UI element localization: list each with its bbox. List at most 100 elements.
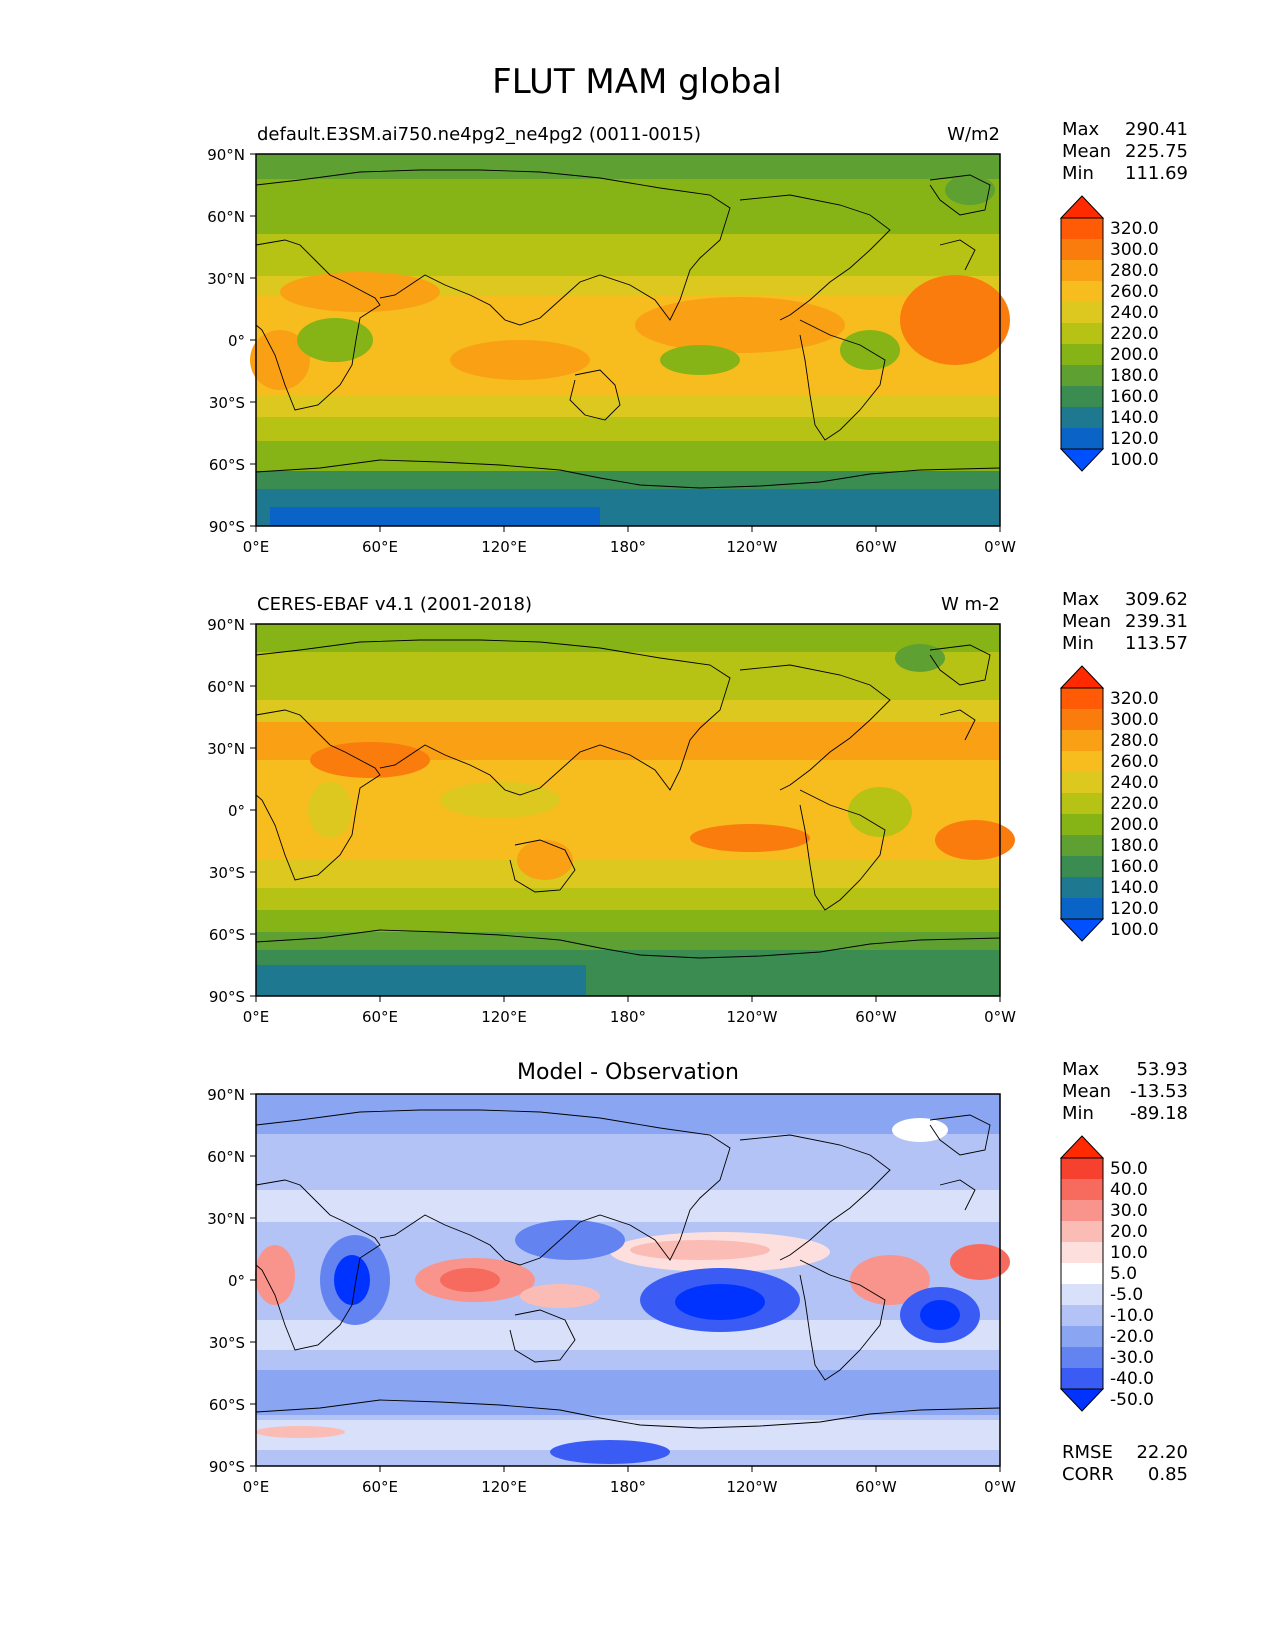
band-arctic [256,624,1000,652]
colorbar-tick-label: -20.0 [1110,1327,1154,1347]
x-tick-label: 60°E [362,538,398,556]
colorbar-bin [1061,709,1103,730]
y-tick-label: 90°S [209,988,245,1006]
map-area [255,1094,1010,1466]
colorbar: 320.0 300.0 280.0 260.0 240.0 220.0 200.… [1059,195,1159,472]
stat-label: Max [1062,119,1100,140]
colorbar-bin [1061,793,1103,814]
x-tick-label: 60°W [855,538,897,556]
y-tick-label: 90°N [207,616,245,634]
rmse-value: 22.20 [1136,1442,1188,1463]
y-tick-label: 60°S [209,456,245,474]
colorbar-tick-label: 40.0 [1110,1180,1148,1200]
colorbar-bin [1061,1158,1103,1179]
hot-sahara [310,742,430,778]
negative-south-atlantic-core [920,1300,960,1330]
colorbar-bin [1061,772,1103,793]
colorbar-tick-label: 5.0 [1110,1264,1137,1284]
x-tick-label: 0°W [984,1008,1016,1026]
x-tick-label: 180° [610,1008,646,1026]
corr-label: CORR [1062,1464,1114,1485]
y-tick-label: 60°N [207,678,245,696]
band-north-subtropic [256,276,1000,296]
colorbar-bin [1061,428,1103,449]
colorbar-tick-label: 280.0 [1110,731,1159,751]
colorbar: 50.0 40.0 30.0 20.0 10.0 5.0 -5.0 -10.0 … [1059,1135,1154,1412]
panel-units: W m-2 [941,594,1000,615]
hot-atlantic [935,820,1015,860]
stats-block: Max 290.41 Mean 225.75 Min 111.69 [1062,119,1188,184]
colorbar-bin [1061,1305,1103,1326]
colorbar-tick-label: -50.0 [1110,1390,1154,1410]
convective-africa [297,318,373,362]
colorbar-bin [1061,260,1103,281]
band-north-mid [256,700,1000,722]
colorbar-tick-label: 200.0 [1110,815,1159,835]
colorbar-tick-label: 180.0 [1110,366,1159,386]
colorbar-bin [1061,730,1103,751]
colorbar-bin [1061,386,1103,407]
colorbar-bin [1061,1347,1103,1368]
colorbar-tick-label: 120.0 [1110,429,1159,449]
stat-value: 53.93 [1136,1059,1188,1080]
colorbar-bin [1061,877,1103,898]
positive-pacific-core [630,1240,770,1260]
band-high-north [256,179,1000,234]
positive-amazon [850,1255,930,1305]
colorbar: 320.0 300.0 280.0 260.0 240.0 220.0 200.… [1059,665,1159,942]
band-antarctic-coast [256,932,1000,950]
coastlines [255,169,1001,489]
x-tick-label: 180° [610,1478,646,1496]
convective-pacific [660,345,740,375]
colorbar-bin [1061,1200,1103,1221]
colorbar-bin [1061,688,1103,709]
band-antarctic-coast [256,471,1000,489]
warm-pool-south-atlantic [250,330,310,390]
x-tick-label: 60°E [362,1008,398,1026]
colorbar-bin [1061,365,1103,386]
panel-title-center: Model - Observation [517,1060,739,1085]
coastlines [255,1109,1001,1429]
x-tick-label: 120°E [481,1008,527,1026]
x-axis: 0°E 60°E 120°E 180° 120°W 60°W 0°W [243,526,1016,556]
band-southern-ocean [256,441,1000,471]
colorbar-tick-label: 100.0 [1110,920,1159,940]
colorbar-tick-label: -5.0 [1110,1285,1143,1305]
colorbar-bin [1061,1221,1103,1242]
warm-pool-north-africa [280,272,440,312]
y-axis: 90°N 60°N 30°N 0° 30°S 60°S 90°S [207,616,256,1006]
colorbar-bin [1061,1242,1103,1263]
panel-difference: Model - Observation [207,1059,1188,1496]
y-tick-label: 30°N [207,1210,245,1228]
band-south-subtropic [256,395,1000,417]
hot-east-pacific [690,824,810,852]
x-tick-label: 60°W [855,1478,897,1496]
stat-label: Mean [1062,141,1111,162]
colorbar-bin [1061,814,1103,835]
y-tick-label: 0° [228,802,245,820]
colorbar-tick-label: -40.0 [1110,1369,1154,1389]
stats-block: Max 309.62 Mean 239.31 Min 113.57 [1062,589,1188,654]
cold-greenland [945,175,995,205]
colorbar-tick-label: -10.0 [1110,1306,1154,1326]
band-south-subtropic [256,1320,1000,1350]
colorbar-bin [1061,751,1103,772]
x-tick-label: 0°E [243,1478,270,1496]
band-southern-ocean [256,1370,1000,1415]
y-tick-label: 30°N [207,740,245,758]
stat-value: -89.18 [1130,1103,1188,1124]
panel-title-left: default.E3SM.ai750.ne4pg2_ne4pg2 (0011-0… [257,124,701,145]
positive-west-africa [255,1245,295,1305]
convective-south-america [840,330,900,370]
colorbar-extend-min [1059,918,1105,942]
colorbar-extend-min [1059,1388,1105,1412]
colorbar-tick-label: 220.0 [1110,324,1159,344]
x-axis: 0°E 60°E 120°E 180° 120°W 60°W 0°W [243,1466,1016,1496]
band-north-mid [256,1190,1000,1222]
band-south-mid [256,888,1000,910]
colorbar-tick-label: 140.0 [1110,878,1159,898]
negative-pacific-core [675,1284,765,1320]
stat-label: Max [1062,1059,1100,1080]
colorbar-tick-label: 260.0 [1110,282,1159,302]
y-tick-label: 30°S [209,1334,245,1352]
